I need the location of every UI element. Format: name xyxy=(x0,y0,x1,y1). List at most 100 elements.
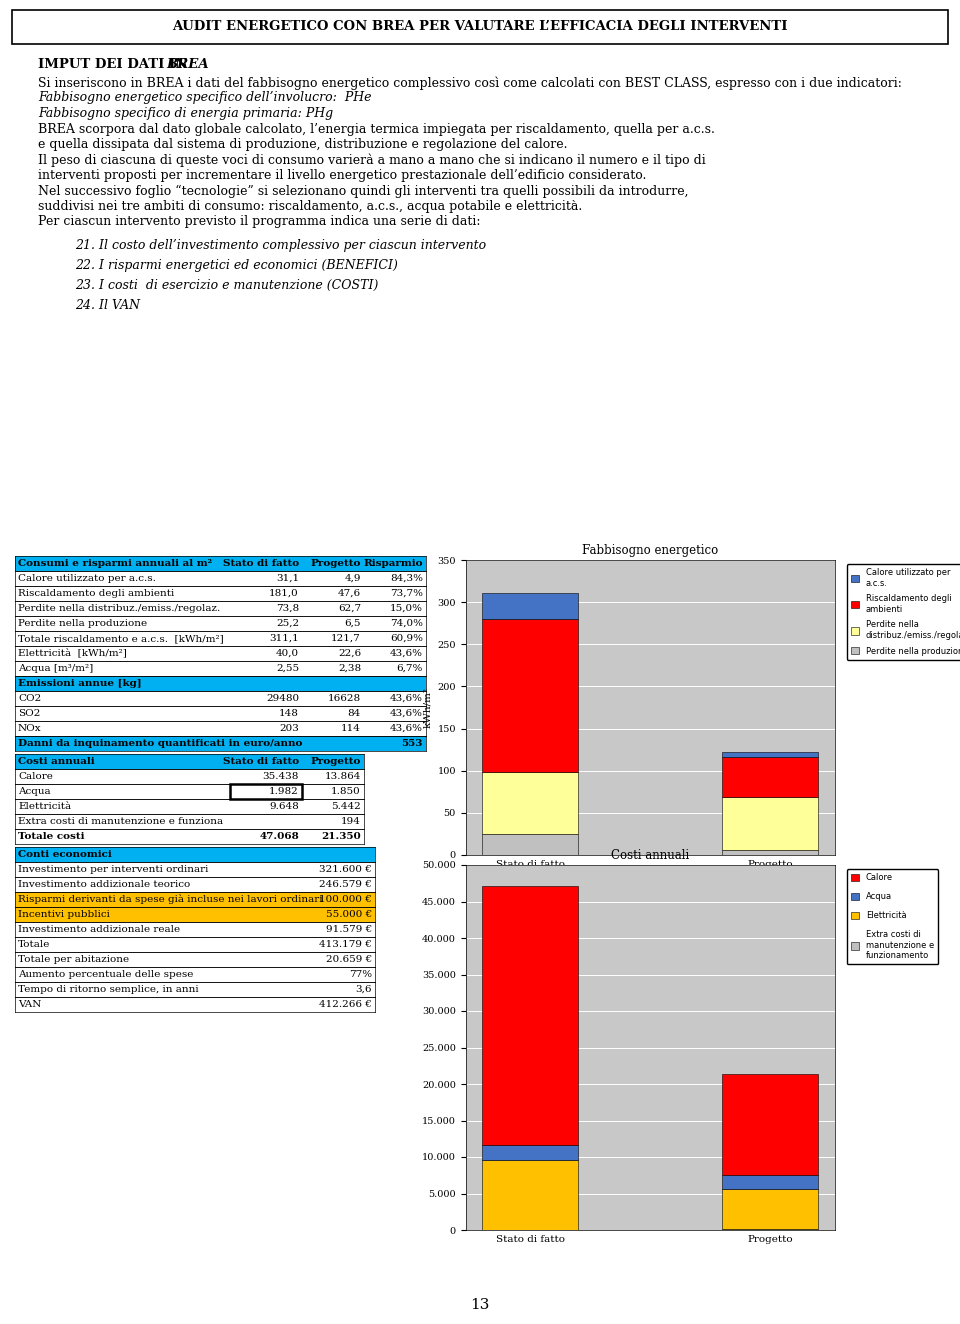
Text: Risparmi derivanti da spese già incluse nei lavori ordinari: Risparmi derivanti da spese già incluse … xyxy=(18,895,323,904)
Text: 22. I risparmi energetici ed economici (BENEFICI): 22. I risparmi energetici ed economici (… xyxy=(75,260,397,271)
Bar xyxy=(230,784,302,798)
Text: 15,0%: 15,0% xyxy=(390,604,423,613)
Bar xyxy=(722,756,818,797)
Text: Aumento percentuale delle spese: Aumento percentuale delle spese xyxy=(18,970,193,978)
Text: Acqua: Acqua xyxy=(18,786,51,796)
Text: Acqua [m³/m²]: Acqua [m³/m²] xyxy=(18,665,93,673)
Text: 114: 114 xyxy=(341,724,361,733)
Bar xyxy=(15,892,375,907)
Text: 62,7: 62,7 xyxy=(338,604,361,613)
Title: Fabbisogno energetico: Fabbisogno energetico xyxy=(583,544,718,557)
Text: 181,0: 181,0 xyxy=(269,589,299,598)
Text: 31,1: 31,1 xyxy=(276,575,299,583)
Text: Stato di fatto: Stato di fatto xyxy=(223,559,299,568)
Text: 121,7: 121,7 xyxy=(331,634,361,643)
Bar xyxy=(722,850,818,855)
Text: Progetto: Progetto xyxy=(311,559,361,568)
Y-axis label: kWh/m²: kWh/m² xyxy=(422,687,432,728)
Text: 73,8: 73,8 xyxy=(276,604,299,613)
Text: Calore: Calore xyxy=(18,772,53,781)
Bar xyxy=(482,1145,578,1160)
Text: Elettricità: Elettricità xyxy=(18,802,71,812)
Text: Conti economici: Conti economici xyxy=(18,850,111,859)
Text: 20.659 €: 20.659 € xyxy=(325,955,372,964)
Text: 43,6%: 43,6% xyxy=(390,694,423,703)
Text: AUDIT ENERGETICO CON BREA PER VALUTARE L’EFFICACIA DEGLI INTERVENTI: AUDIT ENERGETICO CON BREA PER VALUTARE L… xyxy=(172,20,788,33)
Title: Costi annuali: Costi annuali xyxy=(612,850,689,862)
Bar xyxy=(722,797,818,850)
Text: Totale costi: Totale costi xyxy=(18,831,84,841)
Text: Incentivi pubblici: Incentivi pubblici xyxy=(18,910,109,919)
Text: 413.179 €: 413.179 € xyxy=(319,940,372,949)
Text: 553: 553 xyxy=(401,739,423,748)
Bar xyxy=(722,1229,818,1230)
Text: 35.438: 35.438 xyxy=(263,772,299,781)
Text: suddivisi nei tre ambiti di consumo: riscaldamento, a.c.s., acqua potabile e ele: suddivisi nei tre ambiti di consumo: ris… xyxy=(38,200,583,213)
Text: 21.350: 21.350 xyxy=(322,831,361,841)
Text: 5.442: 5.442 xyxy=(331,802,361,812)
Text: 203: 203 xyxy=(279,724,299,733)
Text: 6,5: 6,5 xyxy=(345,620,361,628)
Text: 16628: 16628 xyxy=(328,694,361,703)
Text: Calore utilizzato per a.c.s.: Calore utilizzato per a.c.s. xyxy=(18,575,156,583)
Text: 91.579 €: 91.579 € xyxy=(325,925,372,933)
Text: 77%: 77% xyxy=(348,970,372,978)
Bar xyxy=(482,886,578,1145)
Text: 2,38: 2,38 xyxy=(338,665,361,673)
Text: 40,0: 40,0 xyxy=(276,649,299,658)
Text: NOx: NOx xyxy=(18,724,41,733)
Text: Fabbisogno specifico di energia primaria: PHg: Fabbisogno specifico di energia primaria… xyxy=(38,107,333,120)
Text: Elettricità  [kWh/m²]: Elettricità [kWh/m²] xyxy=(18,649,127,658)
Text: 311,1: 311,1 xyxy=(269,634,299,643)
Bar xyxy=(15,907,375,922)
Bar xyxy=(482,772,578,834)
Bar xyxy=(15,847,375,862)
Text: VAN: VAN xyxy=(18,1000,41,1009)
Bar xyxy=(482,834,578,855)
Bar xyxy=(15,677,426,691)
Text: 246.579 €: 246.579 € xyxy=(319,880,372,888)
Text: Risparmio: Risparmio xyxy=(364,559,423,568)
Text: interventi proposti per incrementare il livello energetico prestazionale dell’ed: interventi proposti per incrementare il … xyxy=(38,169,646,181)
Text: 43,6%: 43,6% xyxy=(390,708,423,718)
Text: Extra costi di manutenzione e funziona: Extra costi di manutenzione e funziona xyxy=(18,817,223,826)
Text: 412.266 €: 412.266 € xyxy=(319,1000,372,1009)
Text: 321.600 €: 321.600 € xyxy=(319,865,372,874)
Text: Investimento addizionale reale: Investimento addizionale reale xyxy=(18,925,180,933)
Text: 9.648: 9.648 xyxy=(269,802,299,812)
Text: 6,7%: 6,7% xyxy=(396,665,423,673)
Legend: Calore utilizzato per
a.c.s., Riscaldamento degli
ambienti, Perdite nella
distri: Calore utilizzato per a.c.s., Riscaldame… xyxy=(847,564,960,659)
Text: 84,3%: 84,3% xyxy=(390,575,423,583)
Text: 43,6%: 43,6% xyxy=(390,649,423,658)
Text: 25,2: 25,2 xyxy=(276,620,299,628)
Text: Perdite nella produzione: Perdite nella produzione xyxy=(18,620,147,628)
Text: Investimento addizionale teorico: Investimento addizionale teorico xyxy=(18,880,190,888)
Bar xyxy=(482,1160,578,1230)
Text: Consumi e risparmi annuali al m²: Consumi e risparmi annuali al m² xyxy=(18,559,212,568)
Text: Per ciascun intervento previsto il programma indica una serie di dati:: Per ciascun intervento previsto il progr… xyxy=(38,216,481,229)
Text: SO2: SO2 xyxy=(18,708,40,718)
Bar xyxy=(722,1189,818,1229)
Text: 3,6: 3,6 xyxy=(355,985,372,994)
Bar xyxy=(15,753,364,769)
Text: 1.850: 1.850 xyxy=(331,786,361,796)
Text: Investimento per interventi ordinari: Investimento per interventi ordinari xyxy=(18,865,208,874)
Text: Danni da inquinamento quantificati in euro/anno: Danni da inquinamento quantificati in eu… xyxy=(18,739,302,748)
Text: Tempo di ritorno semplice, in anni: Tempo di ritorno semplice, in anni xyxy=(18,985,199,994)
Text: 4,9: 4,9 xyxy=(345,575,361,583)
Text: 21. Il costo dell’investimento complessivo per ciascun intervento: 21. Il costo dell’investimento complessi… xyxy=(75,240,486,252)
Text: 22,6: 22,6 xyxy=(338,649,361,658)
Text: 74,0%: 74,0% xyxy=(390,620,423,628)
Text: 13.864: 13.864 xyxy=(324,772,361,781)
Text: Nel successivo foglio “tecnologie” si selezionano quindi gli interventi tra quel: Nel successivo foglio “tecnologie” si se… xyxy=(38,184,688,197)
Text: Costi annuali: Costi annuali xyxy=(18,757,95,767)
Bar xyxy=(15,556,426,571)
Text: 2,55: 2,55 xyxy=(276,665,299,673)
Legend: Calore, Acqua, Elettricità, Extra costi di
manutenzione e
funzionamento: Calore, Acqua, Elettricità, Extra costi … xyxy=(847,869,938,964)
Bar xyxy=(12,11,948,44)
Text: Fabbisogno energetico specifico dell’involucro:  PHe: Fabbisogno energetico specifico dell’inv… xyxy=(38,91,372,105)
Text: Stato di fatto: Stato di fatto xyxy=(223,757,299,767)
Text: Totale: Totale xyxy=(18,940,50,949)
Text: 29480: 29480 xyxy=(266,694,299,703)
Text: Il peso di ciascuna di queste voci di consumo varierà a mano a mano che si indi: Il peso di ciascuna di queste voci di co… xyxy=(38,154,706,167)
